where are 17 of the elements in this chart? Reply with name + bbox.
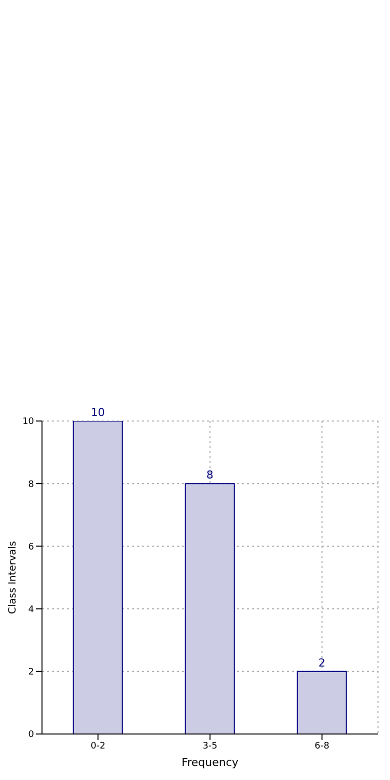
y-tick-label: 6 bbox=[28, 542, 34, 552]
x-tick-label: 0-2 bbox=[90, 741, 106, 752]
y-tick-label: 0 bbox=[28, 730, 34, 740]
x-axis-title: Frequency bbox=[182, 756, 239, 769]
y-tick-label: 4 bbox=[28, 604, 34, 615]
y-axis-title: Class Intervals bbox=[8, 541, 19, 614]
y-tick-label: 2 bbox=[28, 668, 34, 678]
x-tick-label: 3-5 bbox=[202, 741, 218, 752]
bar bbox=[72, 421, 123, 734]
bar bbox=[296, 670, 347, 734]
y-tick-label: 8 bbox=[28, 480, 34, 490]
x-tick-label: 6-8 bbox=[314, 741, 330, 752]
data-label: 10 bbox=[90, 406, 105, 419]
data-label: 8 bbox=[206, 468, 214, 482]
data-label: 2 bbox=[318, 656, 326, 670]
y-tick-label: 10 bbox=[22, 417, 34, 428]
bar bbox=[184, 483, 235, 734]
